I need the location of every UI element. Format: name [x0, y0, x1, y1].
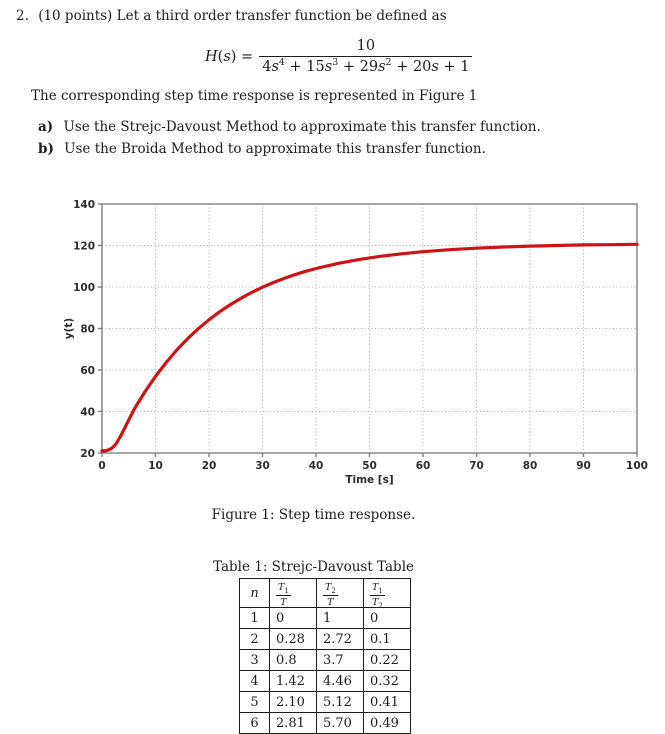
x-tick-label: 60: [416, 460, 431, 472]
table-header-cell: T1 T2: [363, 578, 411, 609]
table-cell: 5.70: [316, 712, 364, 734]
table-cell: 2.72: [316, 628, 364, 650]
x-tick-label: 0: [98, 460, 105, 472]
item-b-text: Use the Broida Method to approximate thi…: [64, 141, 486, 157]
denominator-exponent: 2: [385, 56, 392, 68]
table-cell: 4.46: [316, 670, 364, 692]
denominator-variable: s: [431, 58, 439, 75]
table-row: 5 2.10 5.12 0.41: [239, 691, 411, 713]
y-axis-label: y(t): [63, 318, 75, 339]
y-tick-label: 60: [80, 365, 95, 377]
item-a-text: Use the Strejc-Davoust Method to approxi…: [63, 119, 541, 135]
figure-caption: Figure 1: Step time response.: [211, 507, 416, 523]
denominator-variable: s: [324, 58, 333, 75]
table-header-row: n T1 T T2 T T1 T2: [239, 578, 411, 609]
table-row: 3 0.8 3.7 0.22: [239, 649, 411, 671]
x-tick-label: 70: [469, 460, 484, 472]
y-tick-label: 20: [80, 448, 95, 460]
denominator-variable: s: [271, 58, 279, 75]
table-cell: 1: [239, 607, 270, 629]
response-curve: [100, 242, 639, 453]
table-cell: 5: [239, 691, 270, 713]
x-tick-label: 100: [626, 460, 648, 472]
y-tick-label: 80: [80, 323, 95, 335]
equation-lhs-part: ) =: [230, 48, 254, 65]
table-cell: 0.22: [363, 649, 411, 671]
y-tick-label: 120: [73, 240, 95, 252]
table-cell: 0.32: [363, 670, 411, 692]
strejc-davoust-table: n T1 T T2 T T1 T2 1 0 1 0 2 0.28 2.72 0.1 3 0.8 3.7 0.22 4 1…: [239, 578, 411, 734]
table-cell: 0: [269, 607, 317, 629]
x-tick-label: 50: [362, 460, 377, 472]
x-tick-label: 20: [202, 460, 217, 472]
table-cell: 0.41: [363, 691, 411, 713]
problem-statement-line: 2. (10 points) Let a third order transfe…: [16, 8, 447, 25]
equation-lhs-part: s: [223, 48, 231, 65]
x-tick-label: 90: [576, 460, 591, 472]
equation-denominator: 4s4 + 15s3 + 29s2 + 20s + 1: [259, 55, 473, 76]
item-number: 2.: [16, 8, 29, 24]
denominator-coefficient: 4: [262, 58, 272, 75]
table-cell: 0.49: [363, 712, 411, 734]
item-b-label: b): [38, 141, 54, 157]
denominator-coefficient: + 29: [338, 58, 379, 75]
table-cell: 1.42: [269, 670, 317, 692]
transfer-function-equation: H(s) = 10 4s4 + 15s3 + 29s2 + 20s + 1: [205, 38, 473, 76]
strejc-davoust-table-wrapper: n T1 T T2 T T1 T2 1 0 1 0 2 0.28 2.72 0.1 3 0.8 3.7 0.22 4 1…: [239, 578, 411, 734]
equation-lhs-part: H: [205, 48, 218, 65]
table-cell: 0.1: [363, 628, 411, 650]
x-tick-label: 10: [148, 460, 163, 472]
table-cell: 3.7: [316, 649, 364, 671]
item-b: b) Use the Broida Method to approximate …: [38, 141, 486, 158]
y-tick-label: 100: [73, 282, 95, 294]
x-axis-label: Time [s]: [345, 474, 393, 485]
table-cell: 6: [239, 712, 270, 734]
table-cell: 2: [239, 628, 270, 650]
item-a: a) Use the Strejc-Davoust Method to appr…: [38, 119, 541, 136]
table-cell: 5.12: [316, 691, 364, 713]
denominator-coefficient: + 20: [391, 58, 432, 75]
equation-fraction: 10 4s4 + 15s3 + 29s2 + 20s + 1: [259, 38, 473, 76]
table-header-cell: n: [239, 578, 270, 608]
table-header-cell: T2 T: [316, 578, 364, 608]
denominator-exponent: 4: [278, 56, 285, 68]
x-tick-label: 80: [523, 460, 538, 472]
table-cell: 0.8: [269, 649, 317, 671]
table-cell: 3: [239, 649, 270, 671]
table-caption: Table 1: Strejc-Davoust Table: [212, 559, 415, 575]
plot-box: [101, 203, 638, 454]
x-tick-label: 40: [309, 460, 324, 472]
table-cell: 4: [239, 670, 270, 692]
paragraph-step-response: The corresponding step time response is …: [31, 88, 478, 104]
table-cell: 0: [363, 607, 411, 629]
step-response-chart: 0 10 20 30 40 50 60 70 80 90 100 20 40 60 80 100 120 140 T…: [63, 199, 648, 485]
equation-lhs-part: (: [217, 48, 224, 65]
table-row: 6 2.81 5.70 0.49: [239, 712, 411, 734]
table-header-cell: T1 T: [269, 578, 317, 608]
table-row: 2 0.28 2.72 0.1: [239, 628, 411, 650]
table-row: 4 1.42 4.46 0.32: [239, 670, 411, 692]
denominator-coefficient: + 15: [284, 58, 325, 75]
table-cell: 2.10: [269, 691, 317, 713]
y-tick-label: 40: [80, 406, 95, 418]
problem-intro: (10 points) Let a third order transfer f…: [38, 8, 447, 24]
equation-lhs: H(s) =: [205, 49, 253, 65]
denominator-exponent: 3: [332, 56, 339, 68]
table-cell: 2.81: [269, 712, 317, 734]
denominator-coefficient: + 1: [438, 58, 470, 75]
table-cell: 0.28: [269, 628, 317, 650]
denominator-variable: s: [378, 58, 386, 75]
item-a-label: a): [38, 119, 54, 135]
table-cell: 1: [316, 607, 364, 629]
equation-numerator: 10: [356, 38, 376, 54]
y-tick-label: 140: [73, 199, 95, 211]
x-tick-label: 30: [255, 460, 270, 472]
